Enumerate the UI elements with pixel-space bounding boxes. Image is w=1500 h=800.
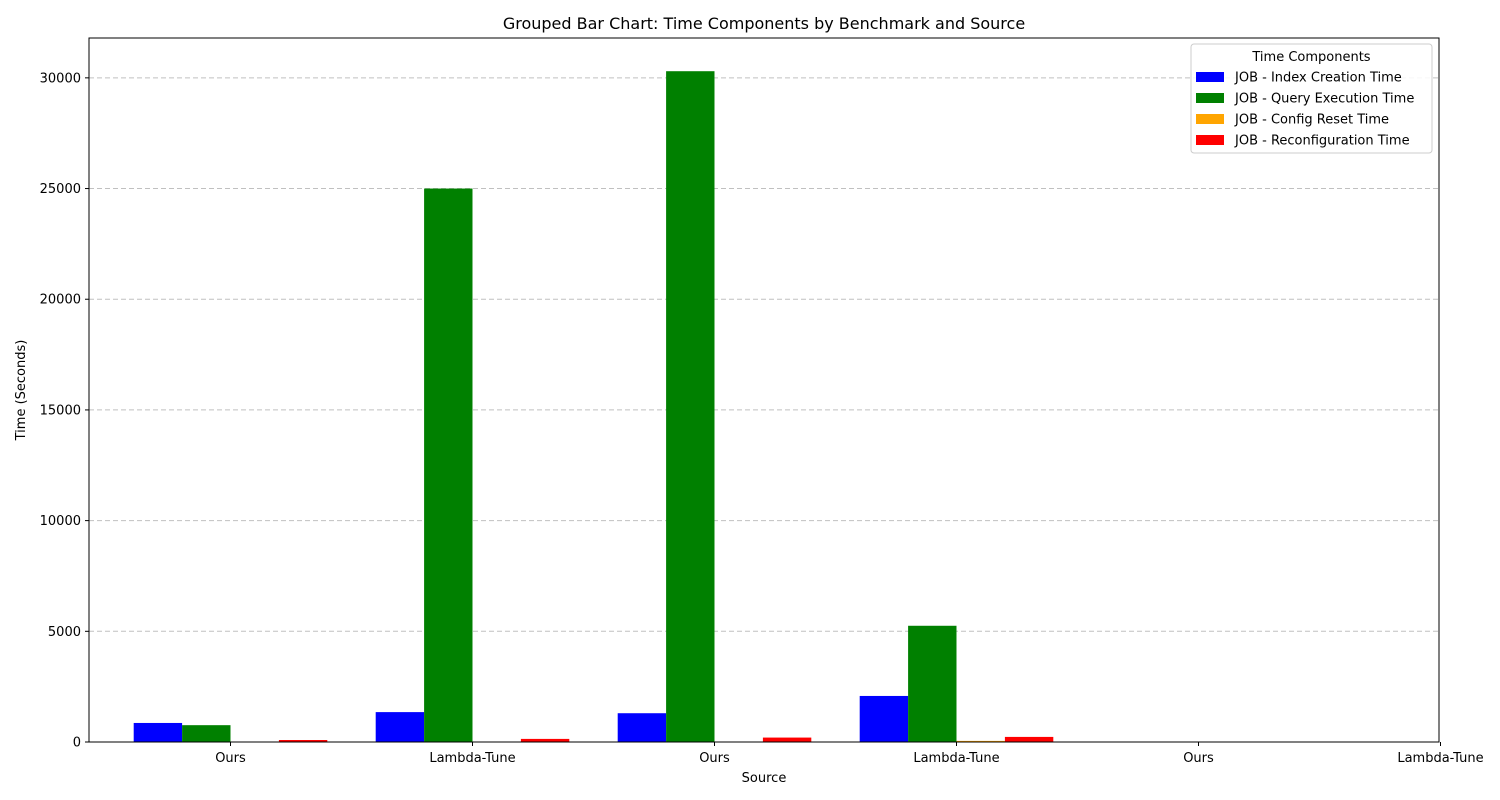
- x-tick-label: Lambda-Tune: [429, 751, 515, 766]
- legend-box: [1190, 43, 1433, 154]
- bar: [617, 713, 667, 742]
- x-axis-label: Source: [742, 771, 787, 786]
- axes: [88, 37, 1440, 743]
- legend-entry-label: JOB - Reconfiguration Time: [1234, 134, 1410, 149]
- x-tick-label: Lambda-Tune: [913, 751, 999, 766]
- bar: [956, 740, 1005, 742]
- bar: [133, 722, 183, 742]
- bar: [908, 625, 957, 742]
- y-tick-label: 25000: [40, 182, 81, 197]
- bar: [666, 71, 715, 743]
- chart-title: Grouped Bar Chart: Time Components by Be…: [503, 14, 1025, 33]
- x-tick-label: Lambda-Tune: [1397, 751, 1483, 766]
- bar: [182, 725, 231, 742]
- x-tick-label: Ours: [215, 751, 246, 766]
- y-tick-label: 5000: [48, 625, 81, 640]
- bar: [424, 188, 473, 742]
- legend-entry-label: JOB - Index Creation Time: [1234, 71, 1402, 86]
- x-tick-label: Ours: [1183, 751, 1214, 766]
- plot-frame: [88, 37, 1440, 743]
- bar: [278, 740, 328, 742]
- legend-swatch: [1196, 93, 1224, 103]
- bar: [520, 738, 570, 742]
- bar: [762, 737, 812, 742]
- legend-title: Time Components: [1251, 50, 1370, 65]
- legend-swatch: [1196, 72, 1224, 82]
- y-tick-label: 30000: [40, 71, 81, 86]
- y-tick-label: 20000: [40, 293, 81, 308]
- legend-entry-label: JOB - Config Reset Time: [1234, 113, 1389, 128]
- gridlines: [89, 77, 1439, 632]
- bars: [133, 71, 1054, 743]
- y-tick-label: 15000: [40, 403, 81, 418]
- legend: Time Components JOB - Index Creation Time…: [1190, 43, 1433, 154]
- bar: [1004, 736, 1054, 742]
- x-axis-ticks: Ours Lambda-Tune Ours Lambda-Tune Ours Lambda…: [215, 742, 1484, 766]
- legend-swatch: [1196, 114, 1224, 124]
- y-tick-label: 10000: [40, 514, 81, 529]
- y-axis-ticks: 0 5000 10000 15000 20000 25000 30000: [40, 71, 89, 751]
- bar: [375, 712, 425, 742]
- x-tick-label: Ours: [699, 751, 730, 766]
- bar: [859, 695, 909, 742]
- legend-entry-label: JOB - Query Execution Time: [1234, 92, 1414, 107]
- y-tick-label: 0: [73, 736, 81, 751]
- legend-swatch: [1196, 135, 1224, 145]
- y-axis-label: Time (Seconds): [14, 340, 29, 442]
